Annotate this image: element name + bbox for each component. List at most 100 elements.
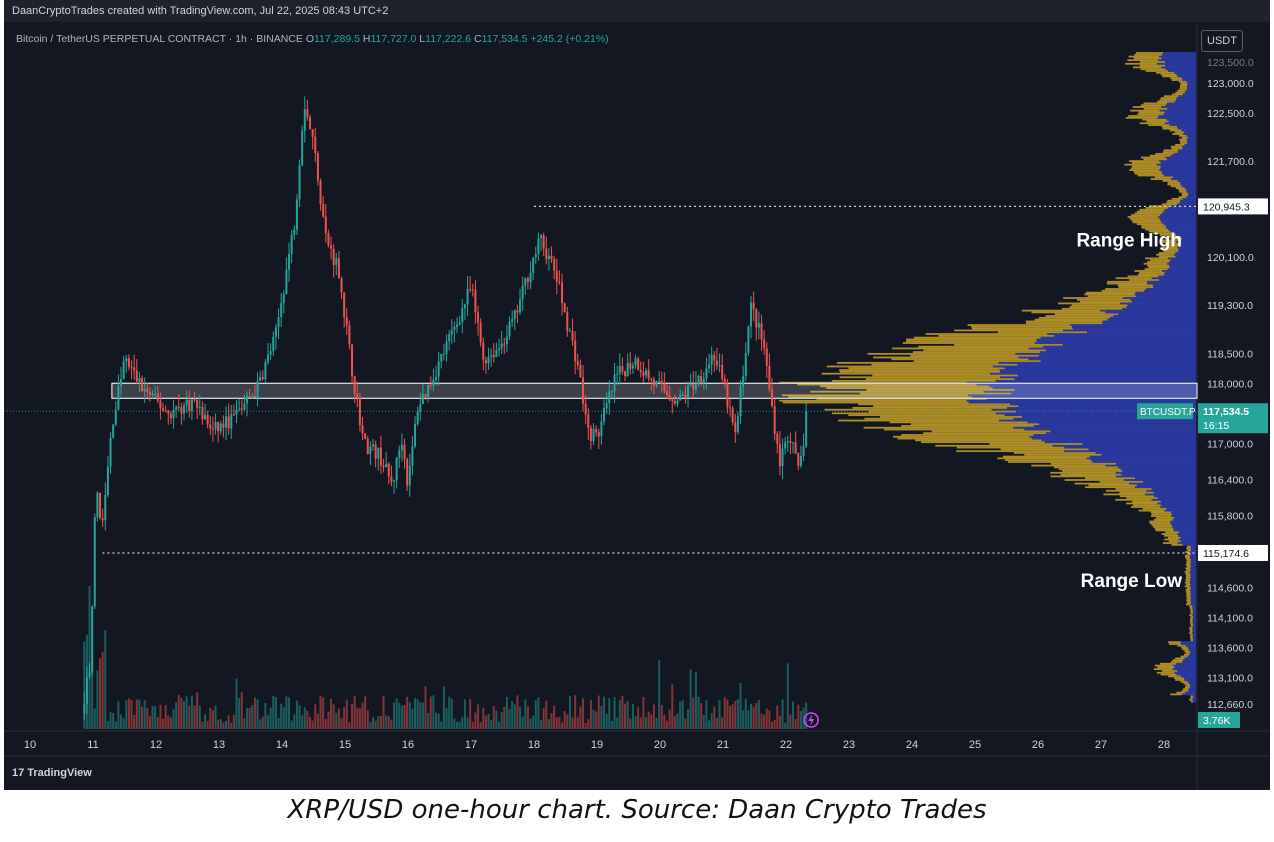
candle-body [282,294,285,304]
profile-bar-buy [1118,286,1154,289]
profile-bar-sell [1190,558,1196,561]
profile-bar-buy [1148,266,1170,269]
profile-bar-sell [1174,671,1196,674]
profile-bar-sell [1189,653,1196,656]
volume-bar [697,696,700,729]
volume-bar [731,704,734,729]
profile-bar-buy [852,407,1008,409]
tradingview-logo[interactable]: 17 TradingView [12,767,92,779]
profile-bar-sell [1000,370,1196,373]
candle-body [190,399,193,411]
time-tick-label: 14 [276,739,288,751]
volume-bar [309,716,312,729]
profile-bar-sell [966,381,1196,384]
profile-bar-buy [848,367,1005,370]
volume-bar [568,695,571,729]
candle-body [316,153,319,181]
profile-bar-buy [1190,639,1194,642]
profile-bar-buy [1143,107,1168,110]
profile-bar-buy [1180,655,1188,658]
profile-bar-sell [1176,234,1196,236]
plot-area[interactable]: Range High Range Low 123,500.0 123,000.0 122… [4,24,1270,790]
time-tick-label: 19 [591,739,603,751]
volume-bar [114,721,117,729]
volume-bar [332,704,335,729]
profile-bar-sell [1156,62,1196,65]
profile-bar-buy [1162,75,1178,78]
profile-bar-sell [1189,650,1196,653]
volume-bar [492,706,495,729]
profile-bar-sell [1161,106,1196,108]
candle-body [251,395,254,399]
profile-bar-buy [923,349,1047,352]
candle-body [757,323,760,328]
profile-bar-sell [1181,643,1196,645]
profile-bar-sell [1169,261,1196,263]
volume-bar [272,695,275,729]
profile-bar-sell [1192,605,1196,608]
profile-bar-buy [1154,664,1174,667]
profile-bar-sell [1182,133,1196,135]
candle-body [526,278,529,283]
volume-bar [786,663,789,729]
open-label: O [305,33,314,45]
volume-bar [211,710,214,729]
volume-bar [274,697,277,729]
profile-bar-sell [1016,410,1196,413]
candle-body [773,406,776,434]
profile-bar-sell [1172,525,1196,528]
profile-bar-sell [1177,179,1196,182]
candle-body [579,364,582,378]
candle-body [658,380,661,382]
profile-bar-buy [1054,466,1118,469]
candle-body [327,233,330,246]
profile-bar-buy [1187,549,1192,552]
profile-bar-buy [1162,670,1178,672]
profile-bar-sell [1191,601,1196,604]
profile-bar-sell [1190,578,1196,580]
profile-bar-buy [782,401,969,404]
profile-bar-sell [1181,693,1196,696]
candle-body [482,342,485,360]
profile-bar-buy [1069,306,1127,308]
volume-bar [330,699,333,729]
profile-bar-buy [1189,628,1193,631]
candle-body [361,425,364,434]
candle-body [645,370,648,376]
candle-body [127,358,130,367]
volume-bar [440,721,443,729]
volume-bar [348,722,351,729]
profile-bar-sell [1033,434,1196,436]
candle-body [322,204,325,217]
volume-bar [238,698,241,729]
candle-body [414,424,417,447]
volume-bar [437,713,440,729]
volume-bar [666,720,669,729]
volume-bar [726,699,729,729]
profile-bar-buy [1158,252,1176,254]
profile-bar-buy [1115,488,1152,490]
profile-bar-buy [824,408,992,411]
level-name-label: Range Low [1081,571,1183,592]
profile-bar-buy [1190,612,1194,615]
currency-button[interactable]: USDT [1201,30,1243,52]
profile-bar-buy [1129,169,1160,171]
profile-bar-sell [1168,228,1196,231]
candle-body [230,414,233,429]
volume-bar [188,705,191,729]
candle-body [500,343,503,349]
profile-bar-buy [989,443,1083,445]
volume-bar [135,699,138,729]
profile-bar-sell [1041,439,1196,442]
price-tick-label: 122,500.0 [1207,108,1254,120]
candle-body [495,350,498,358]
profile-bar-sell [1064,450,1196,453]
profile-bar-sell [1039,423,1196,426]
candle-body [246,395,249,404]
candle-body [261,376,264,380]
profile-bar-sell [1160,165,1196,168]
profile-bar-sell [1192,608,1196,611]
candle-body [148,392,151,396]
candle-body [248,395,251,399]
